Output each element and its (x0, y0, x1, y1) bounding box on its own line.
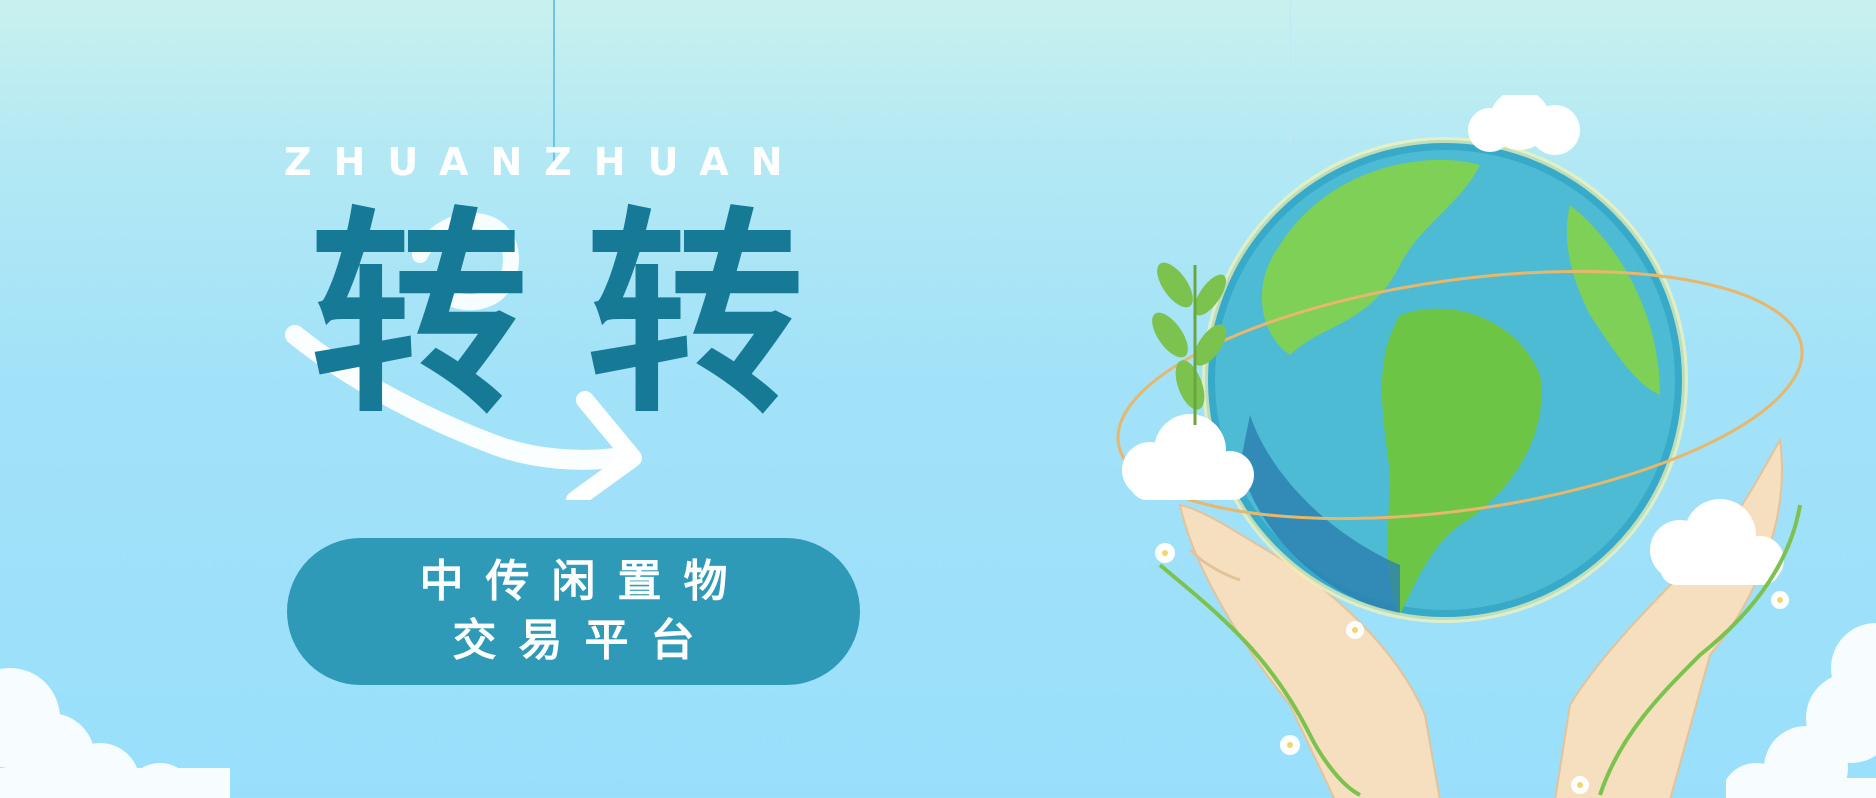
tagline-line-1: 中传闲置物 (419, 555, 750, 607)
swirl-arrow-icon (285, 213, 642, 500)
vine-icon (1158, 504, 1802, 797)
leaf-icon (1152, 262, 1227, 410)
globe-icon (1202, 137, 1688, 623)
earth-in-hands-illustration (1116, 95, 1804, 798)
tagline-line-2: 交易平台 (452, 614, 717, 666)
hanging-line-right (1290, 0, 1291, 150)
brand-title: 转转 (310, 190, 862, 443)
cloud-icon (1122, 95, 1784, 585)
cloud-left-icon (0, 668, 230, 798)
brand-pinyin: ZHUANZHUAN (284, 140, 805, 184)
cloud-right-icon (1726, 623, 1876, 798)
tagline-pill: 中传闲置物 交易平台 (287, 538, 860, 685)
orbit-ring-icon (1116, 269, 1804, 521)
hanging-line (553, 0, 555, 168)
